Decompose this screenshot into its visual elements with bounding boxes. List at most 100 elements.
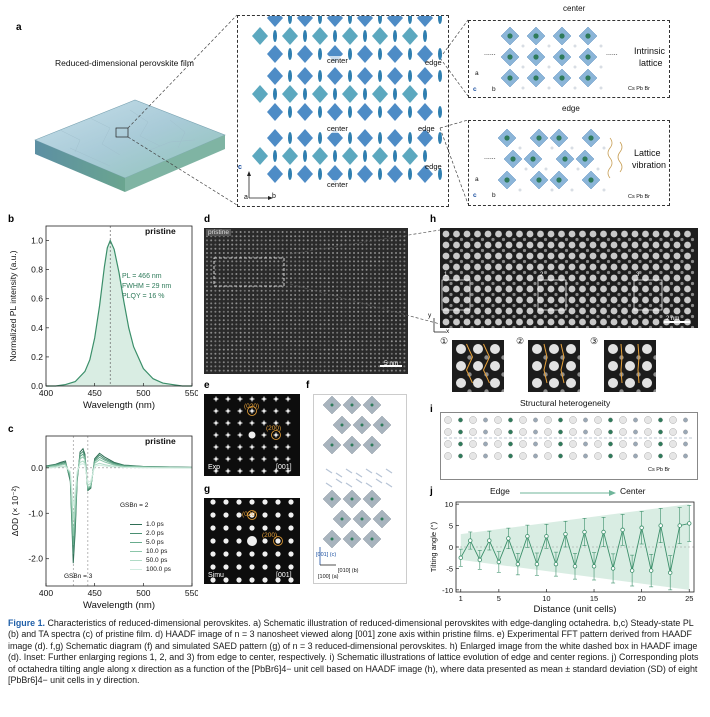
atom-column [516,263,523,271]
atom-column [248,252,250,254]
atom-column [235,315,238,317]
atom-column [327,298,330,301]
minor-column [596,325,600,328]
atom-column [319,268,322,271]
atom-column [277,247,280,250]
atom-column [206,315,208,317]
atom-column [323,235,326,238]
minor-column [501,237,506,242]
atom-column [642,296,649,304]
legend-item: 2.0 ps [130,529,190,538]
atom-column [463,252,471,260]
atom-column [285,357,288,359]
atom-column [264,264,267,267]
octahedron-edge [273,150,277,162]
atom-column [344,323,347,326]
atom-column [298,357,301,359]
atom-column [399,298,402,301]
atom-column [399,281,402,284]
panel-e-left: Exp [208,464,221,471]
atom-column [399,369,402,372]
atom-column [273,315,276,317]
atom-column [222,281,225,284]
atom-column [285,298,288,301]
atom-column [378,369,381,372]
lattice-atom [644,440,652,448]
atom-column [269,260,271,263]
atom-column [214,243,217,246]
atom-column [684,285,691,293]
atom-column [353,331,355,334]
atom-column [526,296,534,304]
atom-column [547,307,555,315]
atom-column [315,273,318,275]
atom-column [378,319,381,322]
atom-column [210,319,213,322]
diffraction-spot [223,551,229,557]
atom-column [302,260,305,263]
atom-column [386,315,389,317]
atom-column [374,231,376,233]
atom-column [315,235,318,238]
atom-column [277,323,280,326]
atom-column [227,298,229,301]
atom-column [537,241,544,249]
atom-column [505,274,513,282]
minor-column [484,389,489,392]
atom-column [323,340,326,343]
atom-column [273,294,276,296]
minor-column [501,248,506,253]
atom-column [260,281,263,284]
atom-column [235,231,238,233]
atom-column [306,369,309,372]
tilt-guide [465,343,474,384]
x-tick-label: 400 [39,588,53,598]
atom-column [269,315,271,317]
octahedron [342,147,358,165]
panel-h-box-num-1: 1 [444,272,448,278]
atom-column [378,277,381,280]
atom-column [399,260,402,263]
atom-column [248,298,250,301]
atom-column [365,331,368,334]
atom-column [206,310,208,313]
atom-column [365,352,368,355]
atom-column [361,243,364,246]
atom-column [210,315,213,317]
atom-column [235,243,238,246]
minor-column [491,259,495,264]
diffraction-spot [262,564,268,570]
atom-column [344,369,347,372]
diffraction-spot [275,525,281,531]
lattice-atom [633,441,638,447]
atom-column [252,273,255,275]
atom-column [327,252,330,254]
atom-column [277,252,280,254]
cs-atom [550,188,554,192]
atom-column [248,273,250,275]
atom-column [369,331,372,334]
atom-column [361,252,364,254]
atom-column [277,365,280,368]
atom-column [340,268,343,271]
organic-spacer [355,478,363,484]
diffraction-spot [223,564,229,570]
atom-column [558,285,565,293]
atom-column [378,260,381,263]
atom-column [281,281,284,284]
atom-column [269,340,271,343]
atom-column [673,241,681,249]
atom-column [285,306,288,309]
atom-column [382,235,385,238]
atom-column [323,361,326,364]
atom-column [239,306,242,309]
minor-column [648,303,653,308]
atom-column [579,318,586,326]
atom-column [315,268,318,271]
atom-column [390,256,393,259]
atom-column [298,256,301,259]
atom-column [353,260,355,263]
panel-e-label: e [204,380,210,391]
atom-column [382,336,385,338]
atom-column [206,361,208,364]
